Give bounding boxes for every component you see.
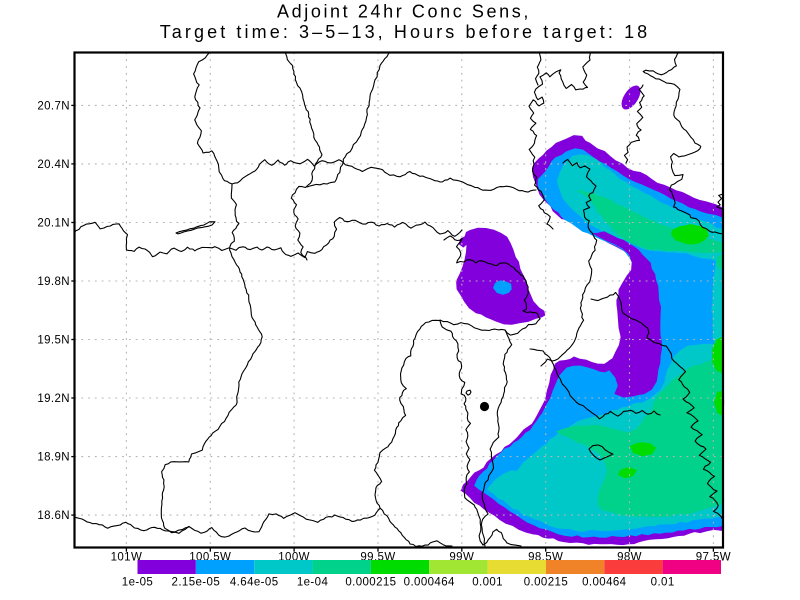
svg-text:18.6N: 18.6N [37, 510, 70, 522]
svg-text:20.4N: 20.4N [37, 159, 70, 171]
svg-text:Target time: 3–5–13, Hours bef: Target time: 3–5–13, Hours before target… [160, 22, 651, 42]
svg-text:1e-05: 1e-05 [122, 577, 153, 589]
svg-text:20.7N: 20.7N [37, 100, 70, 112]
svg-text:2.15e-05: 2.15e-05 [172, 577, 221, 589]
svg-text:0.001: 0.001 [472, 577, 503, 589]
svg-text:1e-04: 1e-04 [297, 577, 329, 589]
svg-text:0.00215: 0.00215 [524, 577, 568, 589]
svg-text:0.000215: 0.000215 [345, 577, 396, 589]
svg-text:0.00464: 0.00464 [582, 577, 627, 589]
svg-text:19.8N: 19.8N [37, 276, 70, 288]
svg-text:20.1N: 20.1N [37, 218, 70, 230]
svg-text:19.2N: 19.2N [37, 393, 70, 405]
svg-text:Adjoint 24hr Conc Sens,: Adjoint 24hr Conc Sens, [277, 2, 531, 22]
svg-text:4.64e-05: 4.64e-05 [230, 577, 279, 589]
svg-text:0.01: 0.01 [651, 577, 675, 589]
svg-text:18.9N: 18.9N [37, 452, 70, 464]
svg-text:19.5N: 19.5N [37, 335, 70, 347]
svg-text:0.000464: 0.000464 [404, 577, 455, 589]
svg-text:101W: 101W [111, 552, 143, 564]
